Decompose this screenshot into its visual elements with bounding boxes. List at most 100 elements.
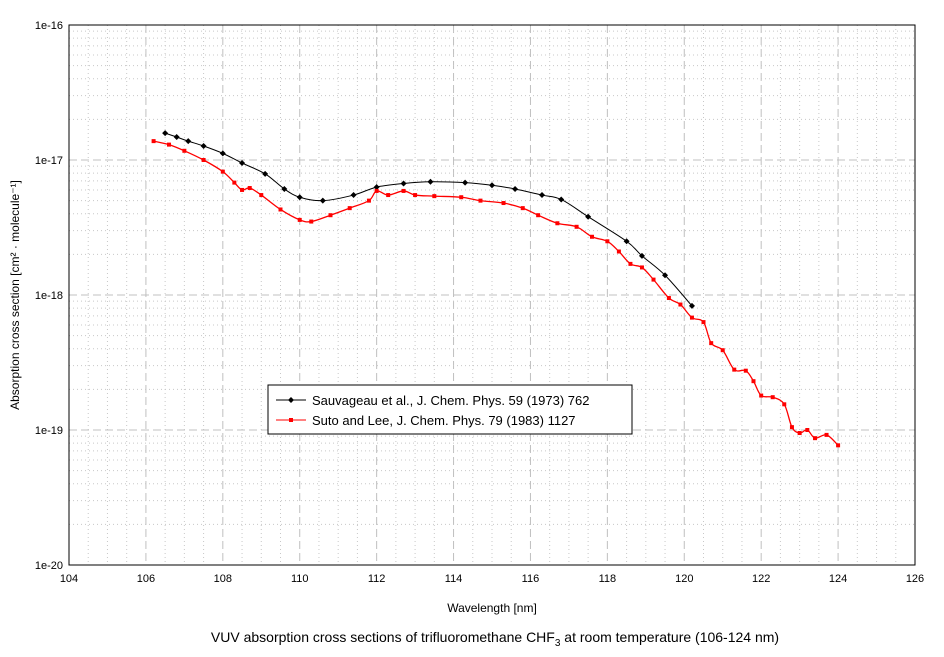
data-point-suto: [278, 207, 283, 212]
data-point-suto: [720, 348, 725, 353]
data-point-suto: [555, 221, 560, 226]
x-tick-label: 116: [522, 573, 540, 585]
chart-title-suffix: at room temperature (106-124 nm): [560, 629, 779, 645]
data-point-suto: [328, 213, 333, 218]
data-point-suto: [666, 296, 671, 301]
data-point-suto: [589, 234, 594, 239]
data-point-suto: [709, 341, 714, 346]
data-point-suto: [520, 206, 525, 211]
data-point-suto: [770, 395, 775, 400]
data-point-suto: [732, 367, 737, 372]
data-point-suto: [789, 425, 794, 430]
data-point-suto: [386, 193, 391, 198]
x-tick-label: 112: [368, 573, 386, 585]
data-point-suto: [782, 402, 787, 407]
data-point-suto: [166, 142, 171, 147]
chart-title-main: VUV absorption cross sections of trifluo…: [211, 629, 555, 645]
data-point-suto: [536, 213, 541, 218]
data-point-sauvageau: [585, 213, 592, 220]
data-point-sauvageau: [162, 130, 169, 137]
y-tick-label: 1e-17: [35, 155, 63, 167]
data-point-suto: [836, 443, 841, 448]
data-point-suto: [797, 431, 802, 436]
data-point-suto: [459, 195, 464, 200]
legend: Sauvageau et al., J. Chem. Phys. 59 (197…: [267, 384, 633, 435]
data-point-suto: [805, 428, 810, 432]
x-axis-label: Wavelength [nm]: [447, 601, 537, 615]
y-tick-label: 1e-19: [35, 425, 63, 437]
x-tick-label: 106: [137, 573, 155, 585]
data-point-suto: [628, 261, 633, 266]
legend-label-sauvageau: Sauvageau et al., J. Chem. Phys. 59 (197…: [312, 393, 590, 408]
data-point-sauvageau: [319, 197, 326, 204]
data-point-sauvageau: [427, 178, 434, 185]
data-point-sauvageau: [512, 185, 519, 192]
data-point-suto: [347, 206, 352, 211]
data-point-suto: [478, 198, 483, 203]
y-tick-label: 1e-18: [35, 290, 63, 302]
data-point-suto: [201, 158, 206, 162]
data-point-sauvageau: [239, 160, 246, 167]
data-point-suto: [813, 436, 818, 441]
x-tick-label: 124: [829, 573, 847, 585]
data-point-suto: [743, 368, 748, 373]
plot-frame: [68, 24, 916, 566]
data-point-sauvageau: [638, 252, 645, 259]
chart-title-sub: 3: [555, 638, 561, 649]
data-point-sauvageau: [373, 184, 380, 191]
data-point-suto: [751, 379, 756, 384]
legend-label-suto: Suto and Lee, J. Chem. Phys. 79 (1983) 1…: [312, 413, 576, 428]
data-point-sauvageau: [538, 192, 545, 199]
data-point-suto: [297, 217, 302, 222]
data-point-suto: [401, 188, 406, 193]
data-point-suto: [605, 239, 610, 244]
x-tick-label: 126: [906, 573, 924, 585]
data-point-suto: [413, 193, 418, 198]
y-tick-label: 1e-16: [35, 20, 63, 32]
data-point-suto: [639, 265, 644, 270]
data-point-sauvageau: [219, 150, 226, 157]
data-point-sauvageau: [623, 238, 630, 245]
data-point-sauvageau: [173, 134, 180, 141]
data-point-suto: [759, 393, 764, 398]
y-tick-label: 1e-20: [35, 560, 63, 572]
data-point-sauvageau: [281, 185, 288, 192]
data-point-sauvageau: [262, 170, 269, 177]
data-point-suto: [432, 194, 437, 199]
x-tick-label: 118: [599, 573, 617, 585]
data-point-suto: [240, 187, 245, 192]
data-point-sauvageau: [558, 196, 565, 203]
data-point-sauvageau: [200, 142, 207, 149]
series-group: [151, 130, 841, 448]
data-point-suto: [616, 249, 621, 254]
data-point-suto: [678, 302, 683, 307]
data-point-sauvageau: [296, 194, 303, 201]
y-axis-label: Absorption cross section [cm² · molecule…: [8, 180, 22, 410]
data-point-suto: [232, 180, 237, 185]
grid: [68, 25, 916, 565]
x-tick-label: 120: [675, 573, 693, 585]
x-tick-label: 104: [60, 573, 78, 585]
chart-title: VUV absorption cross sections of trifluo…: [211, 629, 779, 649]
data-point-suto: [366, 198, 371, 203]
data-point-suto: [651, 277, 656, 282]
x-tick-label: 114: [445, 573, 463, 585]
x-tick-label: 122: [752, 573, 770, 585]
tick-labels: 104 106 108 110 112 114 116 118 120 122 124 126 1e-1…: [35, 20, 924, 585]
data-point-sauvageau: [489, 182, 495, 189]
data-point-sauvageau: [185, 138, 192, 145]
data-point-suto: [574, 224, 579, 229]
x-tick-label: 108: [214, 573, 232, 585]
data-point-sauvageau: [688, 302, 695, 309]
data-point-suto: [247, 186, 252, 191]
data-point-suto: [824, 432, 829, 437]
data-point-sauvageau: [662, 272, 669, 279]
data-point-suto: [501, 201, 506, 206]
data-point-suto: [259, 193, 264, 198]
series-line-sauvageau: [164, 132, 693, 307]
data-point-suto: [151, 139, 156, 144]
data-point-sauvageau: [462, 179, 469, 186]
data-point-suto: [309, 219, 314, 224]
data-point-suto: [182, 148, 187, 153]
